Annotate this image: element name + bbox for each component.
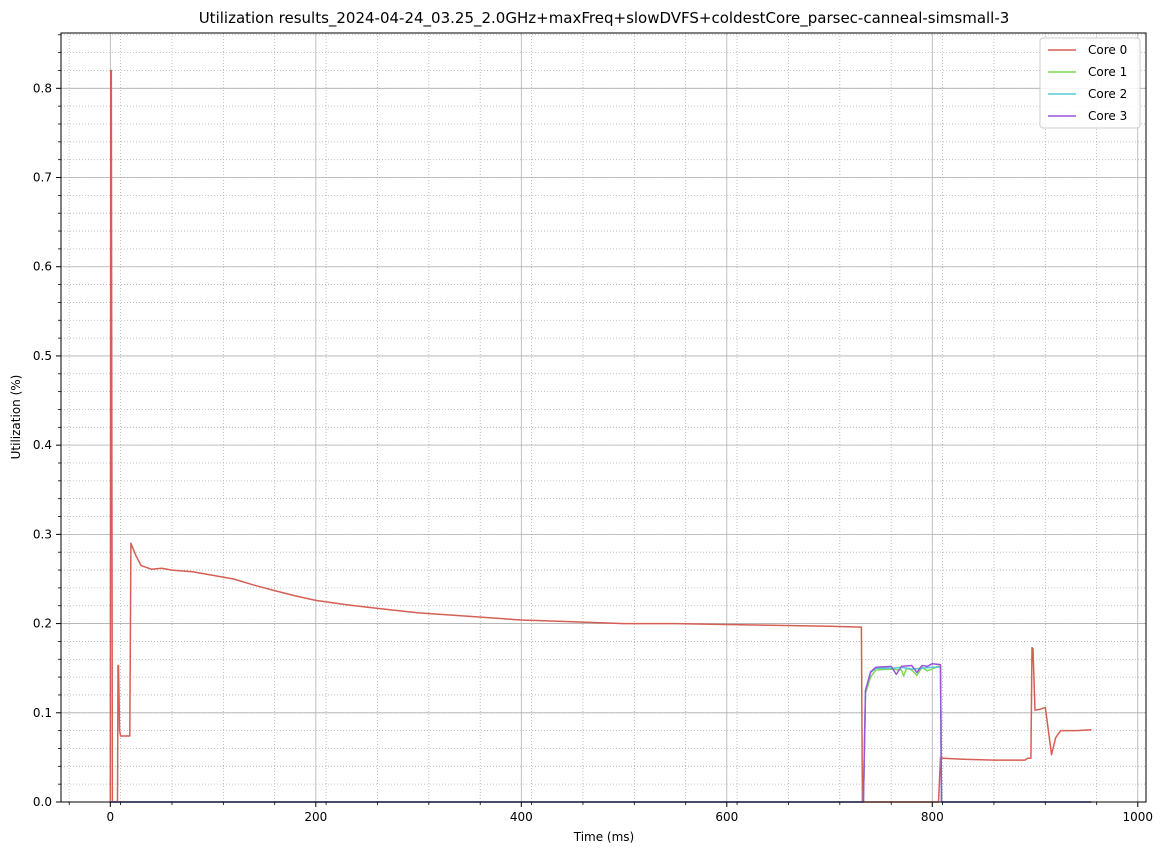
legend-label-core-0: Core 0 — [1088, 43, 1127, 57]
x-tick-label: 1000 — [1123, 810, 1154, 824]
series-line-core-0 — [109, 69, 1092, 803]
series-line-core-3 — [110, 662, 1092, 803]
minor-grid — [61, 33, 1146, 802]
x-tick-label: 0 — [106, 810, 114, 824]
y-tick-label: 0.4 — [33, 438, 52, 452]
legend-label-core-3: Core 3 — [1088, 109, 1127, 123]
legend-label-core-2: Core 2 — [1088, 87, 1127, 101]
x-axis: 0 200 400 600 800 1000 — [68, 802, 1154, 824]
legend-box — [1039, 37, 1141, 129]
y-tick-label: 0.3 — [33, 527, 52, 541]
y-tick-label: 0.5 — [33, 349, 52, 363]
y-tick-label: 0.7 — [33, 171, 52, 185]
x-tick-label: 400 — [510, 810, 533, 824]
y-tick-label: 0.0 — [33, 795, 52, 809]
y-tick-label: 0.1 — [33, 706, 52, 720]
y-axis-label: Utilization (%) — [9, 375, 23, 460]
legend: Core 0 Core 1 Core 2 Core 3 — [1039, 37, 1141, 129]
series-layer — [109, 69, 1092, 803]
x-tick-label: 600 — [715, 810, 738, 824]
x-tick-label: 200 — [304, 810, 327, 824]
y-tick-label: 0.8 — [33, 81, 52, 95]
x-tick-label: 800 — [921, 810, 944, 824]
y-tick-label: 0.2 — [33, 617, 52, 631]
x-axis-label: Time (ms) — [573, 830, 635, 844]
y-tick-label: 0.6 — [33, 260, 52, 274]
plot-frame — [60, 32, 1147, 803]
legend-label-core-1: Core 1 — [1088, 65, 1127, 79]
chart-title: Utilization results_2024-04-24_03.25_2.0… — [199, 9, 1010, 28]
y-axis: 0.0 0.1 0.2 0.3 0.4 0.5 0.6 0.7 0.8 — [33, 34, 61, 809]
